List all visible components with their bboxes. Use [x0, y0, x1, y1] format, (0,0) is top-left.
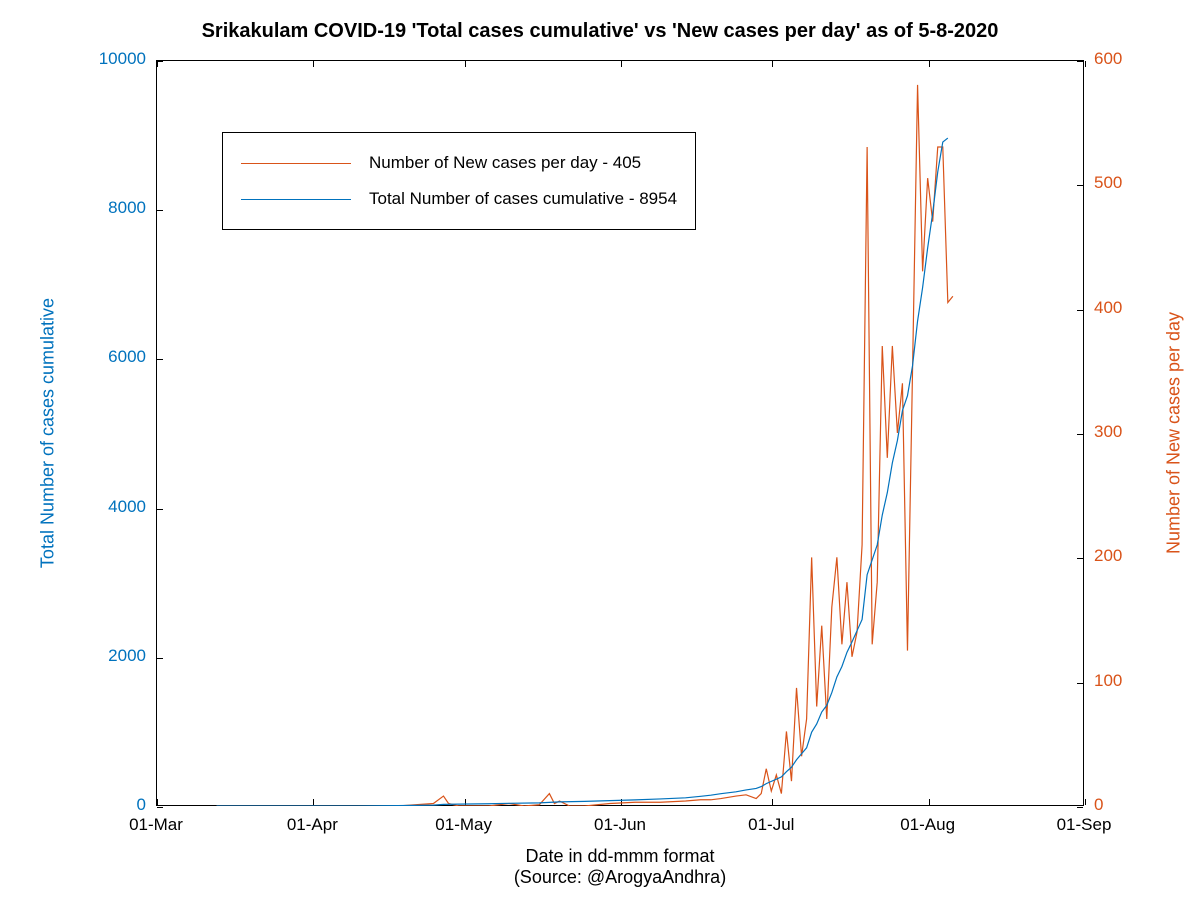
series-new_cases	[217, 85, 953, 806]
series-cumulative	[217, 138, 948, 806]
chart-svg	[0, 0, 1200, 900]
